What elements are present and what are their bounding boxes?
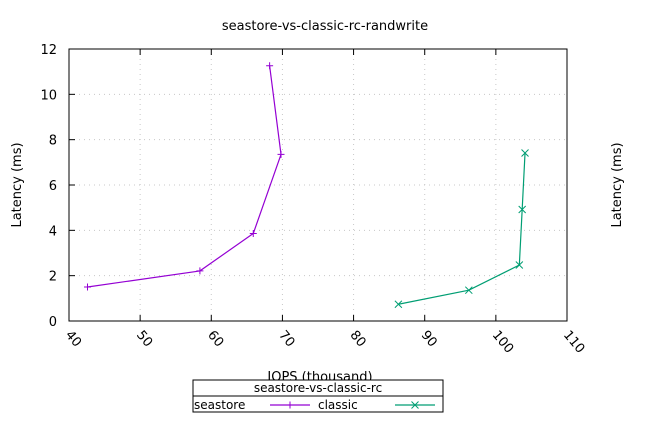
plot-frame: [68, 48, 568, 322]
data-point-classic: [464, 286, 473, 295]
y-axis-label: Latency (ms): [10, 142, 25, 227]
x-tick-label: 60: [204, 328, 226, 350]
legend-marker-classic: [411, 401, 419, 409]
x-tick-label: 100: [489, 328, 516, 357]
y-tick-label: 12: [40, 43, 57, 58]
y-tick-label: 0: [49, 315, 57, 330]
series-line-seastore: [87, 65, 282, 288]
y-tick-label: 6: [49, 179, 57, 194]
data-point-classic: [515, 261, 524, 269]
y-tick-label: 2: [49, 270, 57, 285]
series-classic: [394, 149, 529, 309]
data-point-classic: [518, 205, 527, 214]
legend: seastore-vs-classic-rc seastore classic: [192, 379, 444, 413]
data-point-seastore: [277, 150, 285, 158]
x-tick-label: 110: [560, 328, 587, 357]
legend-label-seastore: seastore: [194, 398, 245, 412]
x-tick-label: 40: [62, 328, 84, 350]
y-tick-label: 4: [49, 224, 57, 239]
legend-label-classic: classic: [318, 398, 358, 412]
data-point-seastore: [83, 283, 91, 291]
chart-title: seastore-vs-classic-rc-randwrite: [222, 19, 428, 34]
x-tick-label: 70: [275, 328, 297, 350]
series-line-classic: [398, 153, 526, 305]
y-tick-label: 10: [40, 88, 57, 103]
data-point-seastore: [249, 230, 257, 238]
legend-title: seastore-vs-classic-rc: [254, 381, 382, 395]
data-point-classic: [394, 300, 403, 309]
x-tick-label: 90: [418, 328, 440, 350]
y-tick-label: 8: [49, 134, 57, 149]
data-point-classic: [521, 149, 529, 157]
data-point-seastore: [196, 267, 204, 275]
y2-axis-label: Latency (ms): [610, 142, 625, 227]
x-tick-label: 80: [347, 328, 369, 350]
series-seastore: [83, 62, 285, 291]
data-point-seastore: [266, 62, 274, 70]
legend-marker-seastore: [286, 401, 294, 409]
x-tick-label: 50: [133, 328, 155, 350]
